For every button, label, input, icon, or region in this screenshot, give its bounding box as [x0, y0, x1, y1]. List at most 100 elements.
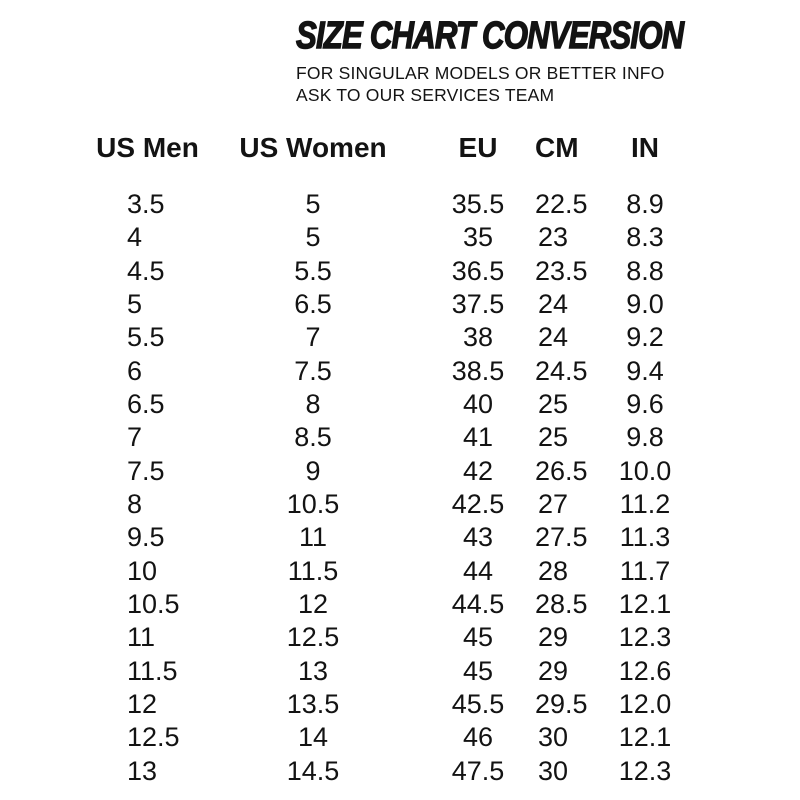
header: SIZE CHART CONVERSION FOR SINGULAR MODEL…	[295, 14, 768, 106]
cell-cm: 30	[537, 755, 569, 786]
table-row: 10 11.5 44 28 11.7	[90, 555, 719, 588]
cell-in: 10.0	[618, 455, 672, 486]
cell-us-men: 4	[127, 222, 143, 253]
cell-in: 12.1	[618, 588, 672, 619]
table-row: 9.5 11 43 27.5 11.3	[90, 521, 719, 554]
cell-us-men: 12	[127, 688, 158, 719]
cell-cm: 22.5	[535, 189, 588, 219]
cell-in: 8.3	[626, 222, 664, 253]
cell-us-women: 14.5	[286, 755, 340, 786]
cell-cm: 25	[537, 422, 569, 453]
cell-us-women: 14	[297, 722, 329, 753]
cell-us-men: 10.5	[127, 588, 180, 619]
cell-cm: 24	[537, 288, 569, 319]
cell-us-women: 9	[305, 455, 321, 486]
cell-in: 12.3	[618, 755, 672, 786]
cell-us-men: 7	[127, 422, 143, 453]
cell-us-women: 7.5	[294, 355, 332, 386]
cell-cm: 27.5	[535, 522, 588, 553]
cell-us-women: 5.5	[294, 255, 332, 286]
cell-in: 9.4	[626, 355, 664, 386]
cell-in: 12.1	[618, 722, 672, 753]
cell-in: 8.9	[626, 189, 664, 219]
cell-eu: 41	[462, 422, 494, 453]
cell-us-men: 7.5	[127, 455, 165, 486]
table-header-row: US Men US Women EU CM IN	[90, 128, 719, 168]
cell-in: 11.7	[619, 555, 671, 586]
cell-in: 9.0	[626, 288, 664, 319]
cell-us-men: 11.5	[127, 655, 178, 686]
cell-cm: 24.5	[535, 355, 588, 386]
cell-eu: 38.5	[451, 355, 505, 386]
table-row: 5.5 7 38 24 9.2	[90, 321, 719, 354]
table-row: 4 5 35 23 8.3	[90, 221, 719, 254]
cell-eu: 42	[462, 455, 494, 486]
cell-us-men: 6	[127, 355, 143, 386]
cell-us-women: 5	[305, 222, 321, 253]
cell-us-men: 9.5	[127, 522, 165, 553]
cell-us-women: 12	[297, 588, 329, 619]
cell-cm: 29	[537, 622, 569, 653]
cell-us-men: 6.5	[127, 388, 165, 419]
table-row: 3.5 5 35.5 22.5 8.9	[90, 188, 719, 221]
table-row: 7.5 9 42 26.5 10.0	[90, 455, 719, 488]
cell-us-men: 10	[127, 555, 158, 586]
column-header-in: IN	[631, 132, 659, 163]
table-row: 6.5 8 40 25 9.6	[90, 388, 719, 421]
cell-eu: 42.5	[451, 488, 505, 519]
column-header-us-women: US Women	[239, 132, 387, 163]
table-row: 4.5 5.5 36.5 23.5 8.8	[90, 255, 719, 288]
cell-cm: 30	[537, 722, 569, 753]
table-row: 8 10.5 42.5 27 11.2	[90, 488, 719, 521]
table-row: 7 8.5 41 25 9.8	[90, 421, 719, 454]
cell-us-women: 10.5	[286, 488, 340, 519]
table-row: 6 7.5 38.5 24.5 9.4	[90, 355, 719, 388]
cell-cm: 27	[537, 488, 569, 519]
cell-eu: 37.5	[451, 288, 505, 319]
table-row: 12 13.5 45.5 29.5 12.0	[90, 688, 719, 721]
table-body: 3.5 5 35.5 22.5 8.9 4 5 35 23 8.3 4.5 5.5 36.5 23.5 8.…	[90, 188, 719, 788]
cell-in: 12.3	[618, 622, 672, 653]
cell-cm: 29.5	[535, 688, 588, 719]
cell-eu: 44.5	[451, 588, 505, 619]
cell-in: 12.6	[618, 655, 672, 686]
cell-us-men: 8	[127, 488, 143, 519]
cell-cm: 26.5	[535, 455, 588, 486]
table-row: 11 12.5 45 29 12.3	[90, 621, 719, 654]
cell-eu: 43	[462, 522, 494, 553]
cell-us-men: 11	[127, 622, 156, 653]
cell-in: 8.8	[626, 255, 664, 286]
cell-cm: 23.5	[535, 255, 588, 286]
cell-us-women: 12.5	[286, 622, 340, 653]
cell-us-men: 3.5	[127, 189, 165, 219]
cell-us-men: 5.5	[127, 322, 165, 353]
cell-in: 9.8	[626, 422, 664, 453]
subtitle-line-1: FOR SINGULAR MODELS OR BETTER INFO	[296, 63, 665, 83]
cell-cm: 25	[537, 388, 569, 419]
cell-eu: 45	[462, 655, 494, 686]
cell-eu: 44	[462, 555, 494, 586]
subtitle-line-2: ASK TO OUR SERVICES TEAM	[296, 85, 555, 105]
column-header-cm: CM	[535, 132, 579, 163]
cell-us-women: 13.5	[286, 688, 340, 719]
cell-us-women: 11.5	[287, 555, 339, 586]
cell-eu: 46	[462, 722, 494, 753]
cell-eu: 35	[462, 222, 494, 253]
cell-us-women: 5	[305, 189, 321, 219]
cell-cm: 23	[537, 222, 569, 253]
cell-eu: 40	[462, 388, 494, 419]
cell-us-women: 8.5	[294, 422, 332, 453]
cell-in: 9.6	[626, 388, 664, 419]
cell-cm: 29	[537, 655, 569, 686]
cell-us-men: 4.5	[127, 255, 165, 286]
table-row: 13 14.5 47.5 30 12.3	[90, 755, 719, 788]
cell-us-men: 13	[127, 755, 158, 786]
cell-cm: 24	[537, 322, 569, 353]
table-row: 10.5 12 44.5 28.5 12.1	[90, 588, 719, 621]
cell-eu: 35.5	[451, 189, 505, 219]
cell-us-women: 8	[305, 388, 321, 419]
table-row: 12.5 14 46 30 12.1	[90, 721, 719, 754]
column-header-eu: EU	[458, 132, 498, 163]
cell-eu: 45.5	[451, 688, 505, 719]
